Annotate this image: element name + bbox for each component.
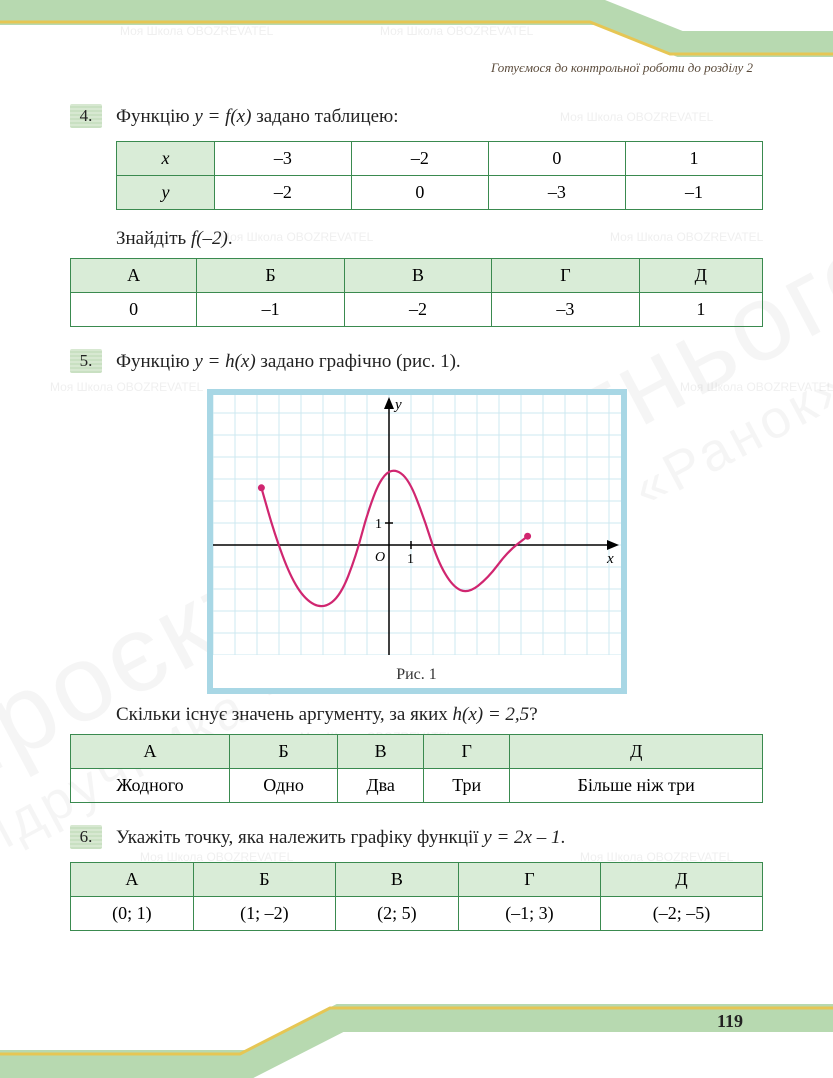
t4-sub-formula: f(–2)	[191, 228, 228, 249]
t6-ac3: (–1; 3)	[458, 896, 600, 930]
task-4-number: 4.	[70, 104, 102, 128]
t4-ac3: –3	[492, 292, 639, 326]
table-row: А Б В Г Д	[71, 735, 763, 769]
task-6: 6. Укажіть точку, яка належить графіку ф…	[70, 825, 763, 852]
t6-ah3: Г	[458, 862, 600, 896]
t5-ah1: Б	[229, 735, 337, 769]
task-4-text: Функцію y = f(x) задано таблицею:	[116, 104, 399, 131]
t4-ac0: 0	[71, 292, 197, 326]
t4-h1: –3	[214, 141, 351, 175]
t5-q-formula: h(x) = 2,5	[453, 704, 530, 725]
task-4-subquestion: Знайдіть f(–2).	[116, 228, 763, 250]
svg-text:O: O	[375, 550, 385, 565]
table-row: (0; 1) (1; –2) (2; 5) (–1; 3) (–2; –5)	[71, 896, 763, 930]
t4-ah0: А	[71, 258, 197, 292]
svg-text:x: x	[606, 551, 614, 567]
t5-q-before: Скільки існує значень аргументу, за яких	[116, 704, 453, 725]
table-row: А Б В Г Д	[71, 258, 763, 292]
t4-ah2: В	[344, 258, 491, 292]
chart-inner: y x O 1 1 Рис. 1	[213, 395, 621, 688]
task-5-number: 5.	[70, 349, 102, 373]
t5-ac0: Жодного	[71, 769, 230, 803]
t6-ac2: (2; 5)	[336, 896, 459, 930]
t4-r1: 0	[351, 175, 488, 209]
t4-ah3: Г	[492, 258, 639, 292]
t5-q-after: ?	[529, 704, 537, 725]
t5-ac1: Одно	[229, 769, 337, 803]
t4-ah4: Д	[639, 258, 762, 292]
chart-container: y x O 1 1 Рис. 1	[207, 389, 627, 694]
t4-h4: 1	[625, 141, 762, 175]
t5-ac2: Два	[338, 769, 424, 803]
task-6-text: Укажіть точку, яка належить графіку функ…	[116, 825, 565, 852]
task-5-question: Скільки існує значень аргументу, за яких…	[116, 704, 763, 726]
t4-r2: –3	[488, 175, 625, 209]
table-row: 0 –1 –2 –3 1	[71, 292, 763, 326]
t6-ah1: Б	[193, 862, 335, 896]
t4-r3: –1	[625, 175, 762, 209]
t4-sub-before: Знайдіть	[116, 228, 191, 249]
task-4-data-table: x –3 –2 0 1 y –2 0 –3 –1	[116, 141, 763, 210]
t5-ah0: А	[71, 735, 230, 769]
t6-ac0: (0; 1)	[71, 896, 194, 930]
t5-ah4: Д	[510, 735, 763, 769]
t4-sub-after: .	[228, 228, 233, 249]
task-5: 5. Функцію y = h(x) задано графічно (рис…	[70, 349, 763, 376]
svg-text:1: 1	[407, 552, 414, 567]
t4-rl: y	[117, 175, 215, 209]
task-5-before: Функцію	[116, 351, 194, 372]
table-row: x –3 –2 0 1	[117, 141, 763, 175]
task-6-before: Укажіть точку, яка належить графіку функ…	[116, 827, 483, 848]
table-row: А Б В Г Д	[71, 862, 763, 896]
t5-ac3: Три	[423, 769, 509, 803]
t5-ac4: Більше ніж три	[510, 769, 763, 803]
task-4-formula: y = f(x)	[194, 106, 251, 127]
t6-ah4: Д	[601, 862, 763, 896]
task-4-after: задано таблицею:	[256, 106, 398, 127]
t5-ah3: Г	[423, 735, 509, 769]
t6-ac4: (–2; –5)	[601, 896, 763, 930]
task-4: 4. Функцію y = f(x) задано таблицею:	[70, 104, 763, 131]
chart-caption: Рис. 1	[213, 660, 621, 688]
t6-ac1: (1; –2)	[193, 896, 335, 930]
t4-ac4: 1	[639, 292, 762, 326]
svg-text:1: 1	[375, 517, 382, 532]
table-row: y –2 0 –3 –1	[117, 175, 763, 209]
t6-ah0: А	[71, 862, 194, 896]
task-5-formula: y = h(x)	[194, 351, 255, 372]
task-5-answers-table: А Б В Г Д Жодного Одно Два Три Більше ні…	[70, 734, 763, 803]
t4-ah1: Б	[197, 258, 344, 292]
task-4-answers-table: А Б В Г Д 0 –1 –2 –3 1	[70, 258, 763, 327]
t4-r0: –2	[214, 175, 351, 209]
task-6-answers-table: А Б В Г Д (0; 1) (1; –2) (2; 5) (–1; 3) …	[70, 862, 763, 931]
svg-text:y: y	[393, 397, 402, 413]
t4-h3: 0	[488, 141, 625, 175]
t4-ac2: –2	[344, 292, 491, 326]
task-6-after: .	[560, 827, 565, 848]
page-header: Готуємося до контрольної роботи до розді…	[70, 60, 763, 76]
t6-ah2: В	[336, 862, 459, 896]
page-number: 119	[717, 1011, 743, 1032]
task-6-formula: y = 2x – 1	[483, 827, 560, 848]
t5-ah2: В	[338, 735, 424, 769]
task-5-text: Функцію y = h(x) задано графічно (рис. 1…	[116, 349, 461, 376]
t4-ac1: –1	[197, 292, 344, 326]
task-5-after: задано графічно (рис. 1).	[260, 351, 460, 372]
t4-h0: x	[117, 141, 215, 175]
task-6-number: 6.	[70, 825, 102, 849]
t4-h2: –2	[351, 141, 488, 175]
function-graph: y x O 1 1	[213, 395, 621, 655]
table-row: Жодного Одно Два Три Більше ніж три	[71, 769, 763, 803]
task-4-before: Функцію	[116, 106, 194, 127]
